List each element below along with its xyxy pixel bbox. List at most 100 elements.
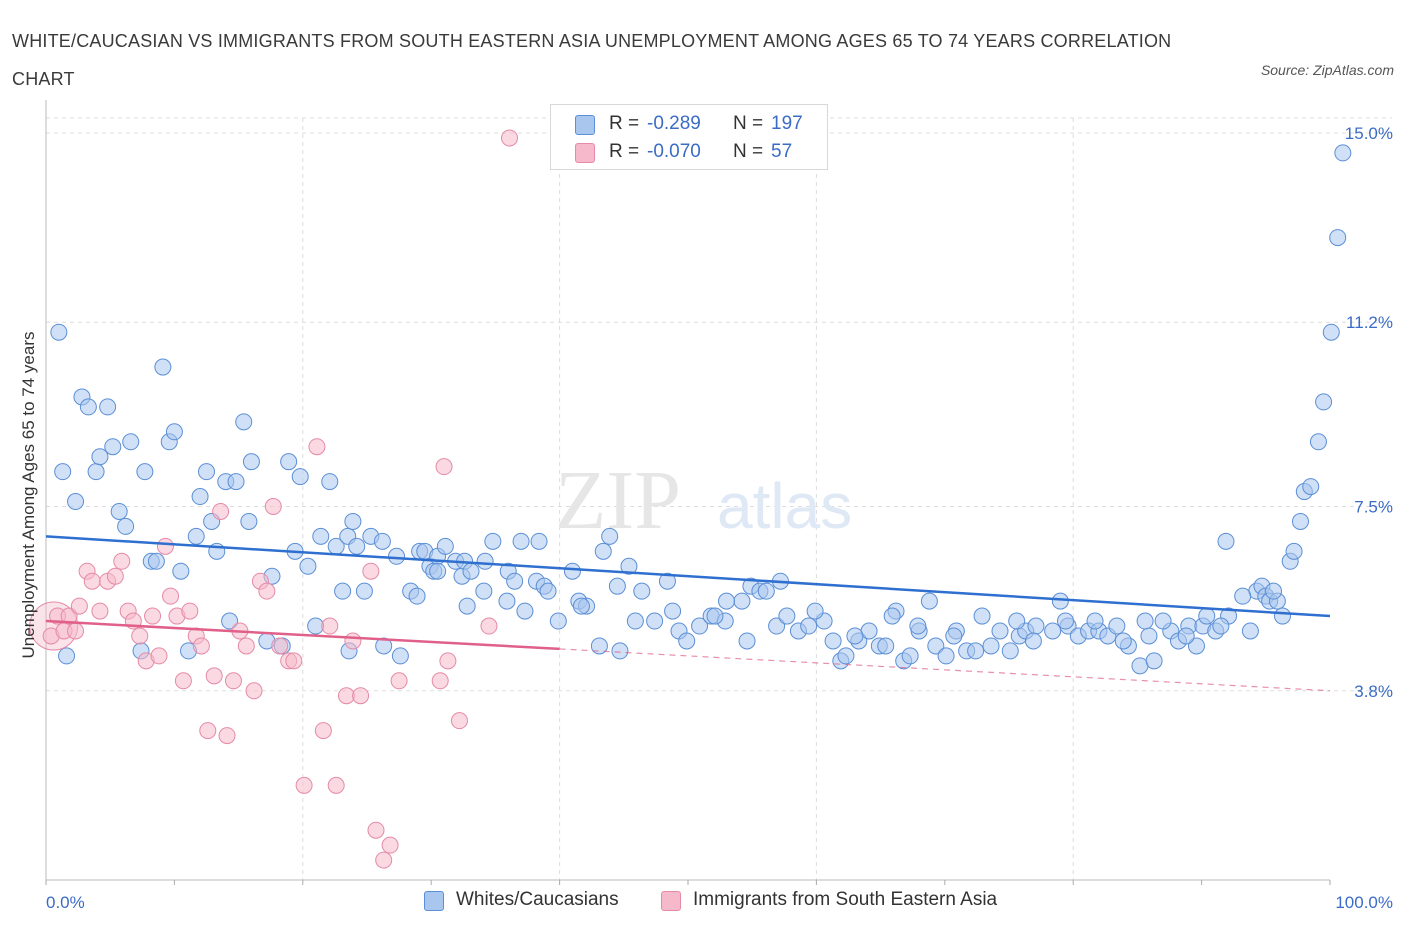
data-point-whites (462, 562, 480, 580)
legend-r-label: R = (609, 113, 640, 134)
data-point-whites (312, 527, 330, 545)
data-point-immigrants (295, 776, 313, 794)
data-point-whites (633, 582, 651, 600)
data-point-immigrants (212, 502, 230, 520)
data-point-whites (1198, 607, 1216, 625)
data-point-whites (1302, 478, 1320, 496)
legend-swatch-blue (575, 115, 595, 135)
data-point-whites (664, 602, 682, 620)
data-point-whites (1008, 612, 1026, 630)
trend-lines (45, 535, 1331, 692)
data-point-whites (235, 413, 253, 431)
data-point-whites (658, 572, 676, 590)
legend-n-label: N = (733, 141, 764, 162)
data-point-whites (391, 647, 409, 665)
data-point-whites (909, 617, 927, 635)
bottom-legend-label: Whites/Caucasians (456, 889, 619, 910)
data-point-whites (691, 617, 709, 635)
legend-n-label: N = (733, 113, 764, 134)
data-point-immigrants (67, 622, 85, 640)
data-point-whites (778, 607, 796, 625)
data-point-immigrants (390, 672, 408, 690)
data-point-whites (110, 502, 128, 520)
data-point-whites (620, 557, 638, 575)
data-point-whites (563, 562, 581, 580)
y-tick-label: 15.0% (1345, 124, 1393, 143)
data-point-whites (1322, 323, 1340, 341)
data-point-immigrants (344, 632, 362, 650)
data-point-immigrants (381, 836, 399, 854)
data-point-immigrants (352, 687, 370, 705)
data-point-immigrants (144, 607, 162, 625)
data-point-whites (1001, 642, 1019, 660)
data-point-whites (806, 602, 824, 620)
data-point-whites (1044, 622, 1062, 640)
data-point-immigrants (218, 727, 236, 745)
data-point-whites (348, 537, 366, 555)
tick-labels: 3.8% 7.5% 11.2% 15.0% 0.0% 100.0% (46, 124, 1393, 912)
data-point-immigrants (362, 562, 380, 580)
data-point-whites (1334, 144, 1352, 162)
legend-swatch-pink (575, 143, 595, 163)
data-point-whites (50, 323, 68, 341)
data-point-immigrants (321, 617, 339, 635)
data-point-whites (1154, 612, 1172, 630)
data-point-whites (91, 448, 109, 466)
data-point-whites (1241, 622, 1259, 640)
data-point-immigrants (264, 498, 282, 515)
data-point-whites (706, 607, 724, 625)
data-point-whites (187, 527, 205, 545)
data-point-immigrants (337, 687, 355, 705)
data-point-whites (221, 612, 239, 630)
data-point-whites (512, 532, 530, 550)
data-point-whites (429, 562, 447, 580)
data-point-whites (601, 527, 619, 545)
data-point-immigrants (308, 438, 326, 456)
data-point-whites (877, 637, 895, 655)
data-point-immigrants (271, 637, 289, 655)
bottom-legend-swatch-pink (661, 891, 681, 911)
data-point-whites (768, 617, 786, 635)
data-point-whites (837, 647, 855, 665)
data-point-whites (590, 637, 608, 655)
data-point-immigrants (162, 587, 180, 605)
data-point-immigrants (237, 637, 255, 655)
data-point-whites (718, 592, 736, 610)
data-point-whites (506, 572, 524, 590)
legend-r-value: -0.070 (647, 141, 701, 162)
data-point-whites (920, 592, 938, 610)
data-point-whites (280, 453, 298, 471)
data-point-immigrants (285, 652, 303, 670)
data-point-whites (1212, 617, 1230, 635)
data-point-whites (67, 493, 85, 511)
data-point-whites (982, 637, 1000, 655)
bottom-legend-label: Immigrants from South Eastern Asia (693, 889, 998, 910)
data-point-whites (58, 647, 76, 665)
data-point-whites (967, 642, 985, 660)
data-point-whites (757, 582, 775, 600)
x-tick-label-min: 0.0% (46, 893, 85, 912)
data-point-whites (334, 582, 352, 600)
data-point-whites (191, 488, 209, 506)
data-point-immigrants (450, 712, 468, 730)
data-point-whites (678, 632, 696, 650)
data-point-whites (291, 468, 309, 486)
data-point-whites (136, 463, 154, 481)
data-point-immigrants (106, 567, 124, 585)
trend-line-immigrants-extrapolated (559, 648, 1331, 692)
data-point-immigrants (258, 582, 276, 600)
data-point-whites (475, 582, 493, 600)
data-point-immigrants (150, 647, 168, 665)
data-point-whites (901, 647, 919, 665)
watermark: ZIP atlas (555, 454, 852, 547)
data-point-whites (307, 617, 325, 635)
data-point-whites (299, 557, 317, 575)
data-point-whites (154, 358, 172, 376)
data-point-whites (608, 577, 626, 595)
data-point-immigrants (314, 722, 332, 740)
data-point-immigrants (91, 602, 109, 620)
data-point-immigrants (181, 602, 199, 620)
data-point-whites (800, 617, 818, 635)
bottom-legend-swatch-blue (424, 891, 444, 911)
data-point-whites (1234, 587, 1252, 605)
